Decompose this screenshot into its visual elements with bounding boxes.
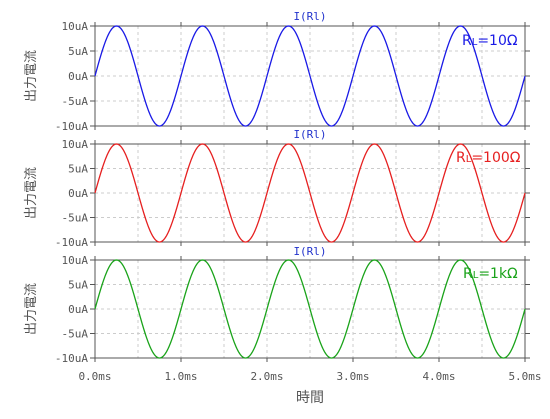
x-tick-label: 3.0ms <box>336 370 369 383</box>
series-label: RL=1kΩ <box>463 266 518 282</box>
y-axis-label: 出力電流 <box>24 283 39 335</box>
x-tick-label: 0.0ms <box>78 370 111 383</box>
y-tick-label: 10uA <box>62 254 89 267</box>
plot-panels: 10uA 5uA 0uA -5uA -10uA 出力電流 I(Rl) RL=10Ω 10uA 5u… <box>24 10 530 365</box>
series-line <box>94 25 526 127</box>
y-tick-label: 10uA <box>62 20 89 33</box>
x-tick-label: 5.0ms <box>508 370 541 383</box>
y-tick-label: -10uA <box>55 120 88 133</box>
plot-panel-3: 10uA 5uA 0uA -5uA -10uA 出力電流 I(Rl) RL=1kΩ <box>24 245 530 365</box>
y-tick-label: 10uA <box>62 138 89 151</box>
y-tick-label: 0uA <box>68 187 88 200</box>
y-tick-label: -5uA <box>62 212 89 225</box>
plot-panel-2: 10uA 5uA 0uA -5uA -10uA 出力電流 I(Rl) RL=100Ω <box>24 128 530 249</box>
y-tick-label: -10uA <box>55 352 88 365</box>
series-label: RL=100Ω <box>456 150 521 166</box>
y-tick-label: 0uA <box>68 303 88 316</box>
y-tick-label: 5uA <box>68 279 88 292</box>
x-tick-label: 4.0ms <box>422 370 455 383</box>
series-line <box>94 143 526 243</box>
x-tick-label: 1.0ms <box>164 370 197 383</box>
x-tick-labels: 0.0ms 1.0ms 2.0ms 3.0ms 4.0ms 5.0ms <box>78 370 541 383</box>
x-axis-label: 時間 <box>296 390 324 406</box>
y-tick-label: 5uA <box>68 163 88 176</box>
plot-title: I(Rl) <box>293 10 326 23</box>
series-line <box>94 259 526 359</box>
y-axis-label: 出力電流 <box>24 167 39 219</box>
y-tick-label: -5uA <box>62 328 89 341</box>
y-tick-label: -10uA <box>55 236 88 249</box>
y-axis-label: 出力電流 <box>24 50 39 102</box>
y-tick-label: 0uA <box>68 70 88 83</box>
plot-panel-1: 10uA 5uA 0uA -5uA -10uA 出力電流 I(Rl) RL=10Ω <box>24 10 530 133</box>
x-tick-label: 2.0ms <box>250 370 283 383</box>
plot-title: I(Rl) <box>293 128 326 141</box>
y-tick-label: 5uA <box>68 45 88 58</box>
y-tick-label: -5uA <box>62 95 89 108</box>
series-label: RL=10Ω <box>462 33 518 49</box>
plot-title: I(Rl) <box>293 245 326 258</box>
